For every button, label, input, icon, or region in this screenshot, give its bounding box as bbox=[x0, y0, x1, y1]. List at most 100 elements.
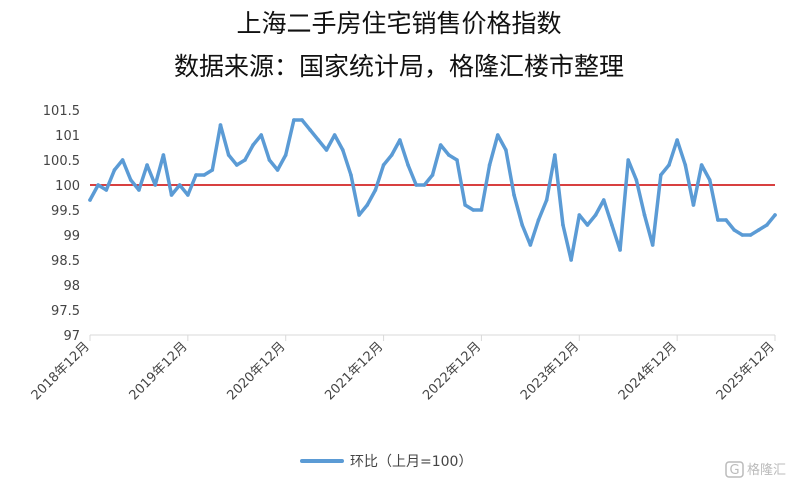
data-point bbox=[536, 218, 541, 222]
data-point bbox=[626, 158, 631, 162]
data-point bbox=[422, 183, 427, 187]
data-point bbox=[740, 233, 745, 237]
data-point bbox=[634, 178, 639, 182]
data-point bbox=[96, 183, 100, 187]
data-point bbox=[650, 243, 655, 247]
data-point bbox=[487, 163, 492, 167]
data-point bbox=[308, 128, 312, 132]
data-point bbox=[691, 203, 696, 207]
data-point bbox=[194, 173, 198, 177]
data-point bbox=[463, 203, 467, 207]
chart-subtitle: 数据来源：国家统计局，格隆汇楼市整理 bbox=[174, 52, 624, 81]
data-point bbox=[707, 178, 712, 182]
data-point bbox=[504, 148, 508, 152]
data-point bbox=[226, 153, 231, 157]
data-point bbox=[169, 193, 174, 197]
data-point bbox=[267, 158, 272, 162]
y-tick-label: 100 bbox=[55, 179, 80, 194]
data-point bbox=[724, 218, 728, 222]
data-point bbox=[128, 178, 133, 182]
data-point bbox=[406, 163, 410, 167]
x-tick-label: 2022年12月 bbox=[420, 339, 484, 403]
data-point bbox=[585, 223, 590, 227]
data-point bbox=[732, 228, 737, 232]
data-point bbox=[365, 203, 370, 207]
data-point bbox=[145, 163, 149, 167]
x-tick-label: 2019年12月 bbox=[127, 339, 191, 403]
data-point bbox=[137, 188, 141, 192]
data-point bbox=[683, 163, 688, 167]
data-point bbox=[210, 168, 215, 172]
data-point bbox=[218, 123, 223, 127]
x-tick-label: 2020年12月 bbox=[224, 339, 288, 403]
data-point bbox=[357, 213, 361, 217]
data-point bbox=[667, 163, 671, 167]
data-point bbox=[430, 173, 435, 177]
data-point bbox=[675, 138, 679, 142]
data-point bbox=[292, 118, 296, 122]
data-point bbox=[234, 163, 239, 167]
data-point bbox=[748, 233, 753, 237]
data-point bbox=[414, 183, 418, 187]
legend-label: 环比（上月=100） bbox=[350, 454, 472, 470]
y-tick-label: 101 bbox=[55, 129, 80, 144]
data-point bbox=[618, 248, 622, 252]
data-point bbox=[756, 228, 761, 232]
data-point bbox=[186, 193, 190, 197]
data-point bbox=[251, 143, 255, 147]
data-point bbox=[699, 163, 704, 167]
data-point bbox=[88, 198, 92, 202]
data-point bbox=[300, 118, 304, 122]
data-point bbox=[389, 153, 394, 157]
watermark-logo-icon bbox=[725, 461, 744, 478]
data-point bbox=[316, 138, 321, 142]
y-tick-label: 97.5 bbox=[51, 304, 80, 319]
data-point bbox=[202, 173, 206, 177]
data-point bbox=[659, 173, 663, 177]
x-tick-label: 2024年12月 bbox=[616, 339, 680, 403]
data-point bbox=[161, 153, 166, 157]
data-point bbox=[373, 188, 378, 192]
data-point bbox=[561, 223, 565, 227]
svg-text:G: G bbox=[729, 463, 739, 478]
y-tick-label: 98 bbox=[63, 279, 80, 294]
data-point bbox=[569, 258, 573, 262]
data-point bbox=[716, 218, 720, 222]
data-point bbox=[455, 158, 459, 162]
data-point bbox=[610, 223, 614, 227]
data-point bbox=[544, 198, 549, 202]
data-point bbox=[553, 153, 557, 157]
legend: 环比（上月=100） bbox=[300, 454, 472, 470]
data-point bbox=[324, 148, 329, 152]
x-axis-ticks: 2018年12月 2019年12月 2020年12月 2021年12月 2022年12月… bbox=[29, 335, 778, 403]
data-point bbox=[438, 143, 443, 147]
x-tick-label: 2018年12月 bbox=[29, 339, 93, 403]
data-point bbox=[398, 138, 402, 142]
data-point bbox=[773, 213, 777, 217]
data-point bbox=[177, 183, 182, 187]
data-point bbox=[520, 223, 524, 227]
y-tick-label: 101.5 bbox=[43, 104, 80, 119]
series-line-mom-index bbox=[88, 118, 777, 262]
data-point bbox=[349, 173, 353, 177]
watermark: G 格隆汇 bbox=[725, 461, 786, 478]
x-tick-label: 2023年12月 bbox=[518, 339, 582, 403]
data-point bbox=[577, 213, 582, 217]
data-point bbox=[447, 153, 451, 157]
data-point bbox=[153, 183, 158, 187]
data-point bbox=[120, 158, 125, 162]
data-point bbox=[593, 213, 598, 217]
y-tick-label: 97 bbox=[63, 329, 80, 344]
data-point bbox=[341, 148, 345, 152]
y-axis-ticks: 97 97.5 98 98.5 99 99.5 100 100.5 101 101.5 bbox=[43, 104, 80, 344]
x-tick-label: 2021年12月 bbox=[322, 339, 386, 403]
data-point bbox=[104, 188, 109, 192]
data-point bbox=[259, 133, 264, 137]
data-point bbox=[601, 198, 606, 202]
y-tick-label: 99 bbox=[63, 229, 80, 244]
data-point bbox=[112, 168, 117, 172]
data-point bbox=[471, 208, 476, 212]
data-point bbox=[528, 243, 533, 247]
data-point bbox=[642, 213, 647, 217]
